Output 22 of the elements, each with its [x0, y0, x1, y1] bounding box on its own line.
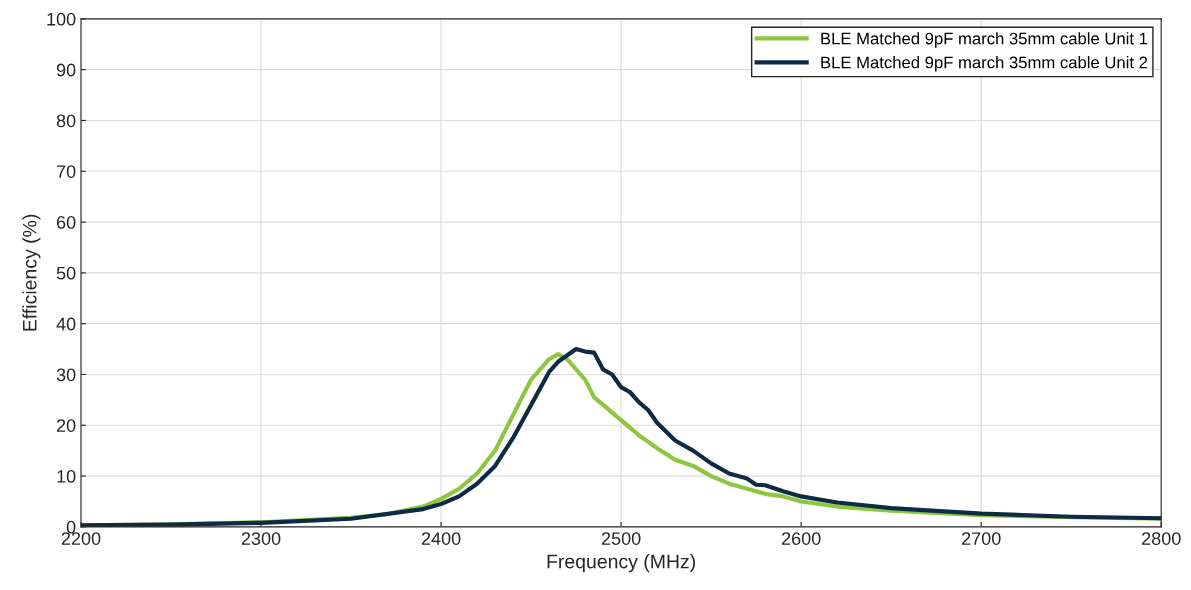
y-tick-label: 70 [56, 165, 76, 178]
y-axis-title: Efficiency (%) [22, 214, 41, 331]
x-tick-label: 2600 [781, 532, 821, 545]
x-tick-label: 2700 [962, 532, 1001, 545]
y-tick-label: 90 [56, 63, 76, 77]
y-tick-label: 10 [57, 470, 76, 483]
y-tick-label: 60 [56, 216, 76, 229]
y-tick-label: 20 [56, 419, 76, 432]
legend-label: BLE Matched 9pF march 35mm cable Unit 1 [821, 32, 1148, 48]
y-tick-label: 0 [66, 520, 76, 534]
x-tick-label: 2400 [421, 532, 461, 545]
x-tick-label: 2500 [601, 532, 641, 545]
y-tick-label: 100 [47, 12, 76, 26]
x-tick-label: 2800 [1142, 532, 1181, 545]
legend-label: BLE Matched 9pF march 35mm cable Unit 2 [821, 56, 1148, 72]
y-tick-label: 80 [56, 114, 76, 128]
y-tick-label: 50 [56, 266, 76, 280]
x-tick-label: 2300 [241, 532, 281, 545]
y-tick-label: 30 [56, 368, 76, 382]
x-tick-label: 2200 [61, 532, 101, 545]
x-axis-title: Frequency (MHz) [547, 554, 695, 573]
y-tick-label: 40 [56, 317, 76, 331]
